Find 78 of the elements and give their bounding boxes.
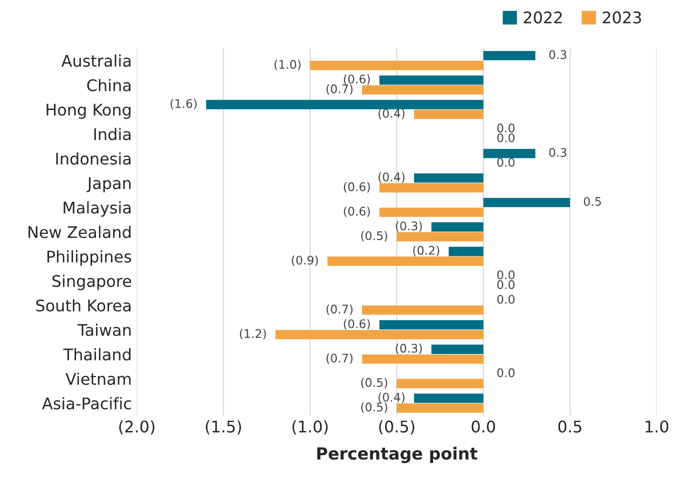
bar	[275, 330, 484, 340]
y-tick-label: Hong Kong	[46, 104, 130, 119]
data-label: 0.0	[497, 124, 514, 132]
y-tick-label: India	[94, 128, 130, 140]
bar	[362, 85, 484, 95]
data-label: (0.7)	[326, 304, 353, 315]
data-label: 0.0	[497, 280, 514, 290]
data-label: 0.0	[497, 133, 514, 142]
legend-label: 2022	[524, 11, 562, 24]
bar	[483, 50, 536, 60]
bar	[431, 222, 484, 232]
y-tick-label: Malaysia	[64, 201, 130, 217]
y-tick-label: Thailand	[63, 348, 130, 360]
bar	[448, 246, 484, 256]
x-tick-label: 0.5	[558, 420, 582, 433]
bar	[483, 198, 570, 208]
y-tick-label: New Zealand	[28, 226, 130, 238]
x-tick-label: (0.5)	[379, 420, 414, 434]
x-tick-label: 1.0	[646, 420, 668, 433]
y-tick-label: China	[87, 78, 130, 92]
bar	[327, 256, 484, 266]
y-tick-label: Japan	[86, 177, 131, 192]
data-label: 0.5	[584, 196, 601, 206]
data-label: (0.5)	[361, 378, 388, 388]
data-label: (0.3)	[396, 221, 422, 232]
data-label: 0.0	[497, 368, 514, 378]
y-tick-label: Philippines	[47, 250, 132, 266]
bar	[483, 148, 536, 158]
x-tick-label: 0.0	[472, 420, 495, 433]
data-label: (0.6)	[344, 206, 370, 218]
data-label: (0.6)	[344, 182, 370, 193]
data-label: (1.2)	[240, 328, 266, 340]
y-tick-label: Taiwan	[78, 324, 131, 336]
data-label: (1.6)	[170, 98, 197, 110]
bar	[310, 60, 484, 70]
data-label: (0.3)	[396, 344, 422, 354]
bar	[396, 403, 484, 413]
data-label: 0.3	[549, 50, 566, 60]
y-tick-label: Australia	[61, 54, 130, 67]
data-label: 0.0	[497, 270, 514, 280]
data-label: (0.7)	[326, 353, 353, 364]
bar	[379, 320, 484, 330]
y-tick-label: Vietnam	[66, 372, 131, 385]
bar	[396, 232, 484, 242]
x-tick-label: (1.0)	[292, 420, 328, 434]
bar	[206, 100, 484, 110]
x-axis-title: Percentage point	[317, 446, 478, 464]
data-label: (0.9)	[292, 256, 318, 266]
data-label: 0.3	[549, 148, 566, 157]
x-tick-label: (1.5)	[206, 420, 241, 434]
data-label: (0.4)	[378, 108, 404, 120]
y-tick-label: Singapore	[52, 274, 132, 290]
y-tick-label: Indonesia	[56, 152, 130, 165]
data-label: (1.0)	[274, 60, 301, 70]
data-label: 0.0	[497, 294, 514, 304]
bar	[414, 394, 484, 403]
bar	[396, 378, 484, 388]
bar	[379, 75, 484, 85]
legend-label: 2023	[602, 11, 641, 24]
bar	[431, 344, 484, 354]
x-tick-label: (2.0)	[119, 420, 154, 434]
data-label: (0.6)	[344, 74, 370, 85]
bar	[379, 183, 484, 192]
data-label: (0.5)	[361, 231, 388, 242]
bar	[362, 354, 484, 364]
data-label: (0.4)	[378, 392, 404, 404]
data-label: (0.5)	[361, 402, 388, 413]
data-label: 0.0	[497, 158, 514, 167]
data-label: (0.6)	[344, 319, 370, 330]
bar	[379, 208, 484, 217]
y-tick-label: Asia-Pacific	[42, 397, 131, 410]
data-label: (0.2)	[413, 246, 440, 256]
data-label: (0.7)	[326, 84, 353, 95]
bar	[414, 173, 484, 183]
data-label: (0.4)	[378, 172, 404, 183]
bar	[362, 306, 484, 315]
bar	[414, 110, 484, 120]
y-tick-label: South Korea	[36, 299, 130, 312]
